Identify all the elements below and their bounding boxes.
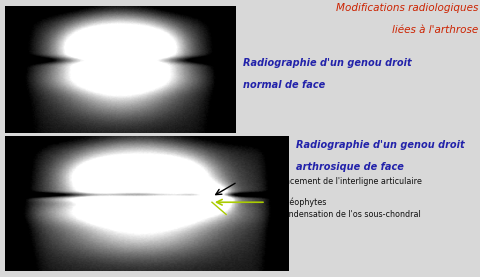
- Text: normal de face: normal de face: [242, 80, 324, 90]
- Text: Condensation de l'os sous-chondral: Condensation de l'os sous-chondral: [277, 210, 420, 219]
- Text: liées à l'arthrose: liées à l'arthrose: [392, 25, 478, 35]
- Text: Radiographie d'un genou droit: Radiographie d'un genou droit: [242, 58, 411, 68]
- Text: arthrosique de face: arthrosique de face: [295, 162, 403, 172]
- Text: Radiographie d'un genou droit: Radiographie d'un genou droit: [295, 140, 464, 150]
- Text: Modifications radiologiques: Modifications radiologiques: [336, 3, 478, 13]
- Text: ostéophytes: ostéophytes: [277, 198, 326, 207]
- Text: Pincement de l'interligne articulaire: Pincement de l'interligne articulaire: [277, 177, 421, 186]
